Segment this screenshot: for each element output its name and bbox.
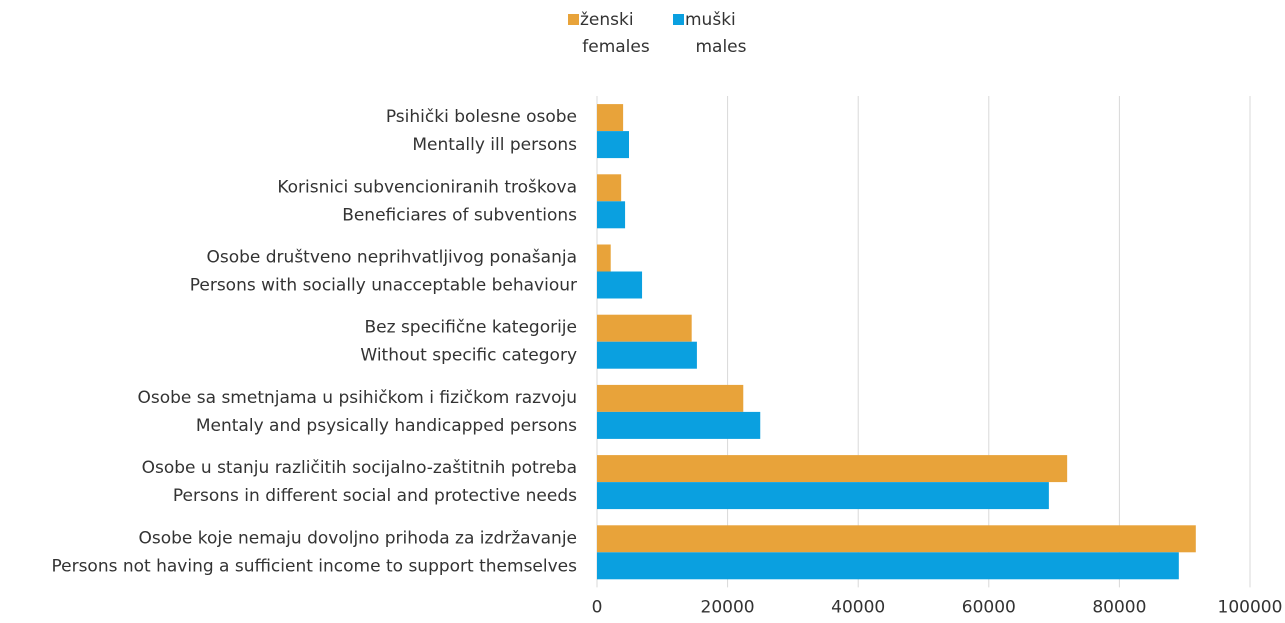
y-tick-label: Osobe koje nemaju dovoljno prihoda za iz… xyxy=(138,528,577,548)
y-tick-label: Beneficiares of subventions xyxy=(342,205,577,225)
x-tick-label: 100000 xyxy=(1218,597,1283,617)
bar xyxy=(597,271,643,299)
legend-swatch xyxy=(673,14,684,25)
y-tick-label: Persons in different social and protecti… xyxy=(173,486,577,506)
y-tick-label: Mentaly and psysically handicapped perso… xyxy=(196,416,577,436)
y-tick-label: Mentally ill persons xyxy=(412,135,577,155)
y-tick-label: Osobe sa smetnjama u psihičkom i fizičko… xyxy=(137,388,577,408)
legend-swatch xyxy=(568,14,579,25)
y-tick-label: Osobe društveno neprihvatljivog ponašanj… xyxy=(206,248,577,268)
bar xyxy=(597,384,744,412)
x-tick-label: 80000 xyxy=(1092,597,1146,617)
bar xyxy=(597,201,626,229)
bar xyxy=(597,174,622,202)
legend-label: females xyxy=(582,37,650,57)
bar xyxy=(597,104,624,132)
y-tick-label: Persons not having a sufficient income t… xyxy=(51,556,577,576)
x-tick-label: 60000 xyxy=(962,597,1016,617)
bar xyxy=(597,341,697,369)
bar xyxy=(597,314,692,342)
y-tick-label: Osobe u stanju različitih socijalno-zašt… xyxy=(142,458,577,478)
bar xyxy=(597,482,1049,510)
legend-label: muški xyxy=(685,10,736,30)
y-tick-label: Korisnici subvencioniranih troškova xyxy=(277,177,577,197)
bar xyxy=(597,525,1196,553)
bar xyxy=(597,411,761,439)
y-tick-label: Persons with socially unacceptable behav… xyxy=(190,276,577,296)
y-tick-label: Without specific category xyxy=(360,346,577,366)
y-tick-label: Psihički bolesne osobe xyxy=(386,107,577,127)
bar xyxy=(597,552,1179,580)
x-tick-label: 0 xyxy=(592,597,603,617)
x-tick-label: 20000 xyxy=(701,597,755,617)
legend-label: ženski xyxy=(580,10,634,30)
y-tick-label: Bez specifične kategorije xyxy=(365,318,578,338)
x-tick-label: 40000 xyxy=(831,597,885,617)
bar xyxy=(597,131,629,159)
bar xyxy=(597,455,1068,483)
bar xyxy=(597,244,611,272)
legend-label: males xyxy=(695,37,746,57)
